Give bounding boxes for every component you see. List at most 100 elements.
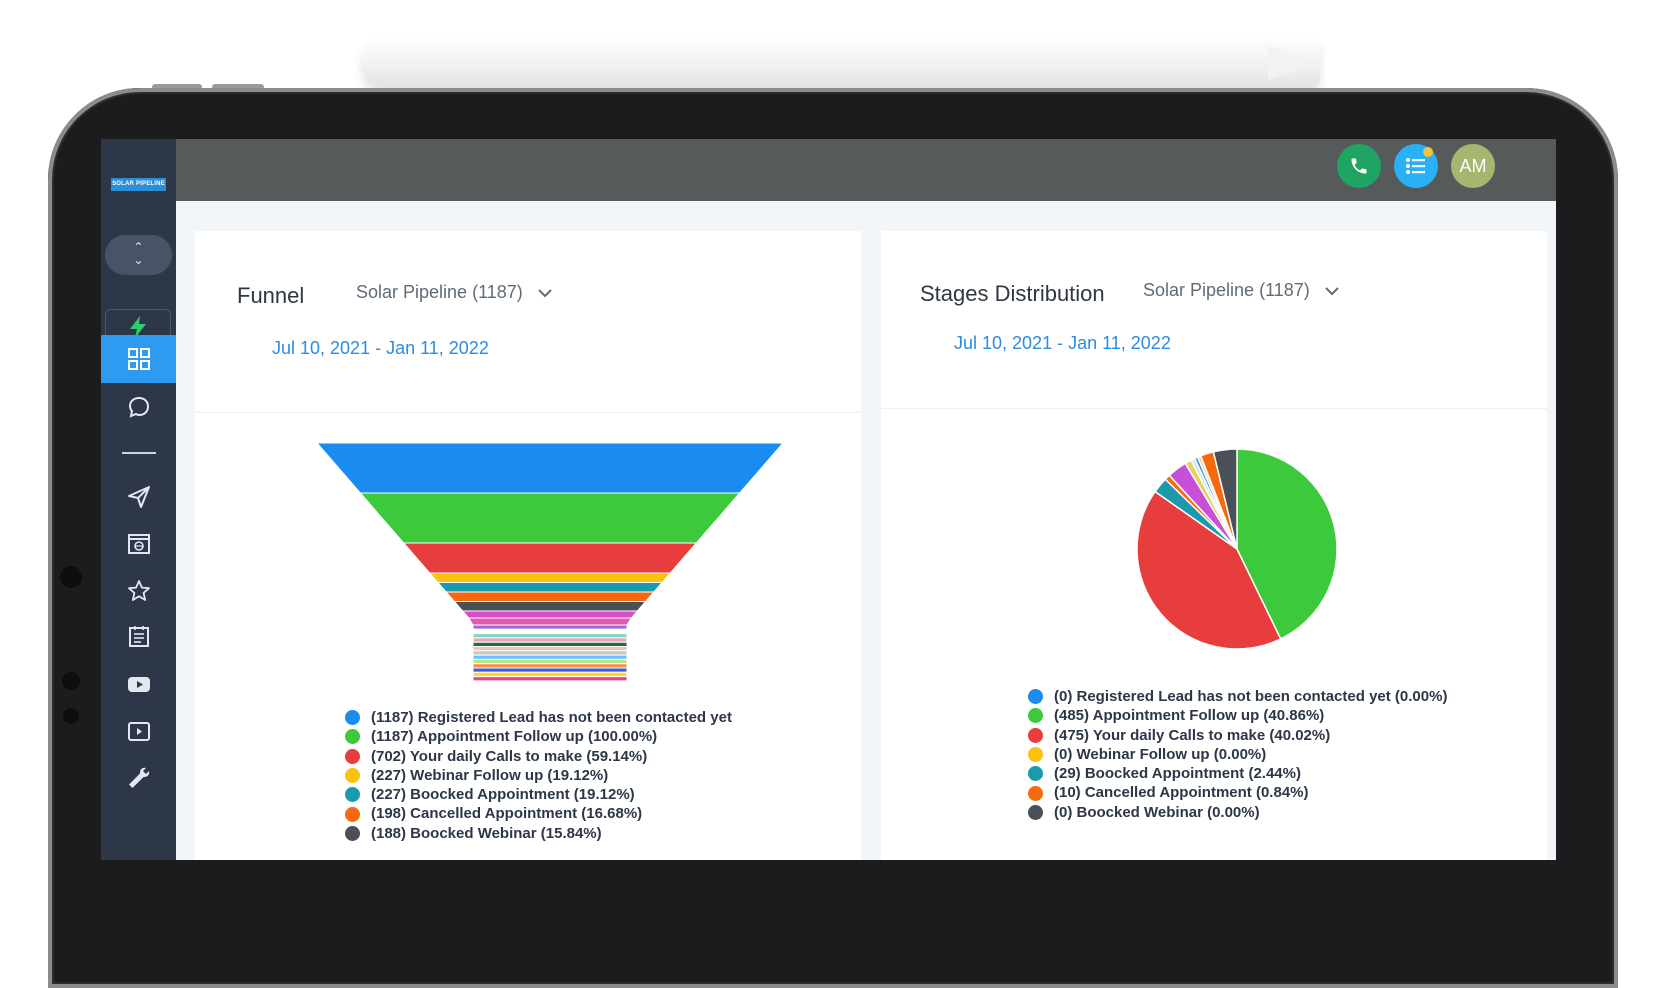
dashboard-icon [127,348,150,370]
avatar[interactable]: AM [1451,144,1495,188]
legend-dot-icon [1028,727,1043,743]
funnel-stage[interactable] [461,610,639,619]
funnel-stage[interactable] [472,624,628,630]
stages-date-range[interactable]: Jul 10, 2021 - Jan 11, 2022 [954,333,1171,353]
funnel-stage[interactable] [472,676,628,682]
funnel-stage[interactable] [467,617,633,626]
funnel-legend-label: (188) Boocked Webinar (15.84%) [371,824,602,842]
funnel-card: Funnel Solar Pipeline (1187) Jul 10, 202… [195,231,861,860]
funnel-title: Funnel [237,283,305,308]
sidebar: SOLAR PIPELINE ⌃ ⌄ [101,139,176,860]
volume-button [152,84,202,90]
funnel-stage[interactable] [436,582,664,593]
funnel-legend: (1187) Registered Lead has not been cont… [345,708,732,843]
stages-pie-chart [1136,448,1338,650]
stages-card: Stages Distribution Solar Pipeline (1187… [881,231,1547,860]
sidebar-item-settings[interactable] [101,754,176,802]
wrench-icon [128,767,149,788]
website-icon [127,534,150,554]
notes-icon [128,626,149,647]
stages-legend-item[interactable]: (475) Your daily Calls to make (40.02%) [1028,726,1447,745]
funnel-stage[interactable] [445,591,655,602]
stages-legend-label: (485) Appointment Follow up (40.86%) [1054,707,1325,725]
stages-card-header: Stages Distribution Solar Pipeline (1187… [881,231,1547,409]
stages-legend-item[interactable]: (0) Boocked Webinar (0.00%) [1028,803,1447,822]
stages-legend-item[interactable]: (485) Appointment Follow up (40.86%) [1028,706,1447,725]
pie-slice[interactable] [1136,490,1282,650]
funnel-stage[interactable] [359,492,741,544]
pie-slice[interactable] [1236,448,1338,640]
camera-icon [60,566,82,588]
stages-legend-item[interactable]: (29) Boocked Appointment (2.44%) [1028,764,1447,783]
legend-dot-icon [1028,708,1043,724]
pie-slice[interactable] [1212,448,1238,550]
legend-dot-icon [345,729,360,745]
stages-legend-label: (29) Boocked Appointment (2.44%) [1054,765,1301,783]
sidebar-divider [101,429,176,477]
funnel-legend-item[interactable]: (1187) Appointment Follow up (100.00%) [345,727,732,746]
funnel-stage[interactable] [472,646,628,652]
sidebar-item-campaigns[interactable] [101,473,176,521]
legend-dot-icon [1028,785,1043,801]
funnel-legend-item[interactable]: (227) Webinar Follow up (19.12%) [345,766,732,785]
sidebar-item-videos[interactable] [101,660,176,708]
funnel-stage[interactable] [428,572,672,583]
funnel-legend-label: (227) Webinar Follow up (19.12%) [371,766,609,784]
camera-icon [62,672,80,690]
funnel-legend-item[interactable]: (702) Your daily Calls to make (59.14%) [345,747,732,766]
funnel-legend-label: (1187) Appointment Follow up (100.00%) [371,728,658,746]
funnel-stage[interactable] [472,663,628,669]
funnel-stage[interactable] [402,542,698,574]
sidebar-item-reputation[interactable] [101,567,176,615]
funnel-legend-item[interactable]: (198) Cancelled Appointment (16.68%) [345,804,732,823]
phone-icon [1351,158,1367,174]
phone-button[interactable] [1337,144,1381,188]
account-switcher-button[interactable]: ⌃ ⌄ [105,235,172,275]
sidebar-item-conversations[interactable] [101,383,176,431]
funnel-pipeline-select[interactable]: Solar Pipeline (1187) [356,282,553,303]
stages-legend-label: (0) Registered Lead has not been contact… [1054,688,1448,705]
funnel-legend-label: (198) Cancelled Appointment (16.68%) [371,805,643,823]
stylus-tip [1268,46,1322,80]
top-bar: AM [176,139,1556,201]
funnel-stage[interactable] [472,667,628,673]
funnel-stage[interactable] [472,637,628,643]
stylus-pencil [362,36,1320,88]
legend-dot-icon [345,825,360,841]
app-logo[interactable]: SOLAR PIPELINE [111,178,166,191]
funnel-stage[interactable] [472,650,628,656]
chevron-down-icon: ⌄ [133,253,144,267]
funnel-stage[interactable] [472,671,628,678]
stages-legend-item[interactable]: (0) Registered Lead has not been contact… [1028,687,1447,706]
notification-badge [1423,147,1433,157]
sidebar-item-dashboard[interactable] [101,335,176,383]
legend-dot-icon [345,710,360,726]
funnel-stage[interactable] [315,442,785,494]
stages-legend-label: (10) Cancelled Appointment (0.84%) [1054,784,1309,802]
stages-legend-item[interactable]: (10) Cancelled Appointment (0.84%) [1028,783,1447,802]
sidebar-item-websites[interactable] [101,520,176,568]
funnel-stage[interactable] [472,658,628,665]
funnel-stage[interactable] [453,601,647,612]
funnel-date-range[interactable]: Jul 10, 2021 - Jan 11, 2022 [272,338,489,358]
funnel-stage[interactable] [472,641,628,647]
legend-dot-icon [1028,804,1043,820]
funnel-stage[interactable] [472,628,628,635]
stages-legend: (0) Registered Lead has not been contact… [1028,687,1447,822]
send-icon [127,486,150,508]
funnel-stage[interactable] [472,633,628,639]
legend-dot-icon [1028,689,1043,705]
youtube-icon [127,677,150,692]
funnel-legend-item[interactable]: (1187) Registered Lead has not been cont… [345,708,732,727]
funnel-legend-item[interactable]: (188) Boocked Webinar (15.84%) [345,824,732,843]
funnel-stage[interactable] [472,654,628,660]
funnel-legend-label: (227) Boocked Appointment (19.12%) [371,786,635,804]
video-icon [127,722,150,741]
stages-legend-item[interactable]: (0) Webinar Follow up (0.00%) [1028,745,1447,764]
legend-dot-icon [345,768,360,784]
funnel-legend-item[interactable]: (227) Boocked Appointment (19.12%) [345,785,732,804]
sidebar-item-media[interactable] [101,707,176,755]
stages-legend-label: (0) Boocked Webinar (0.00%) [1054,803,1260,821]
stages-pipeline-select[interactable]: Solar Pipeline (1187) [1143,280,1340,301]
sidebar-item-reporting[interactable] [101,613,176,661]
